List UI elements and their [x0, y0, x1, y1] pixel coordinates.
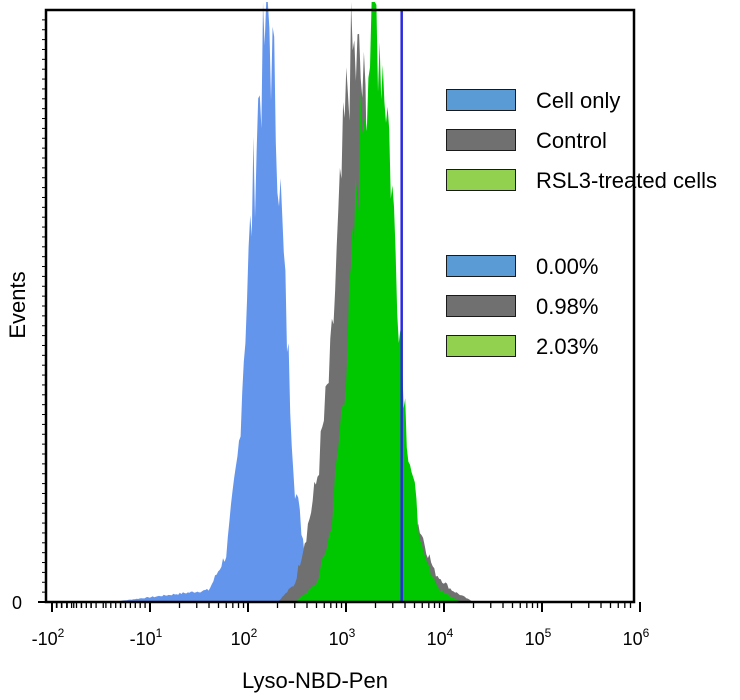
legend-swatch — [446, 129, 516, 151]
histogram-fills — [111, 2, 474, 602]
legend-label: Control — [536, 128, 607, 153]
legend-stat-value: 0.98% — [536, 294, 599, 319]
x-tick-label: 106 — [623, 626, 650, 649]
legend-label: RSL3-treated cells — [536, 168, 717, 193]
legend-label: Cell only — [536, 88, 621, 113]
histogram-series-2 — [294, 2, 462, 602]
legend-item-cell-only: Cell only — [446, 88, 736, 114]
legend-item-rsl3: RSL3-treated cells — [446, 168, 736, 194]
x-axis-label: Lyso-NBD-Pen — [242, 668, 388, 693]
legend-stat-value: 2.03% — [536, 334, 599, 359]
x-tick-label: 103 — [329, 626, 356, 649]
histogram-series-0 — [111, 2, 328, 602]
legend-stat-control: 0.98% — [446, 294, 736, 320]
legend-swatch — [446, 295, 516, 317]
legend-stat-cell-only: 0.00% — [446, 254, 736, 280]
y-axis-label: Events — [5, 271, 30, 339]
legend-stat-value: 0.00% — [536, 254, 599, 279]
legend-item-control: Control — [446, 128, 736, 154]
x-tick-label: -102 — [32, 626, 65, 649]
legend-swatch — [446, 335, 516, 357]
x-tick-label: 102 — [231, 626, 258, 649]
legend-swatch — [446, 89, 516, 111]
x-tick-label: 105 — [525, 626, 552, 649]
x-tick-label: -101 — [130, 626, 163, 649]
legend-swatch — [446, 169, 516, 191]
legend-swatch — [446, 255, 516, 277]
x-tick-label: 104 — [427, 626, 454, 649]
y-tick-label: 0 — [12, 593, 22, 613]
axis-ticks — [38, 19, 641, 612]
legend-stat-rsl3: 2.03% — [446, 334, 736, 360]
x-tick-labels: -102 -101 102 103 104 105 106 0 — [12, 593, 650, 649]
